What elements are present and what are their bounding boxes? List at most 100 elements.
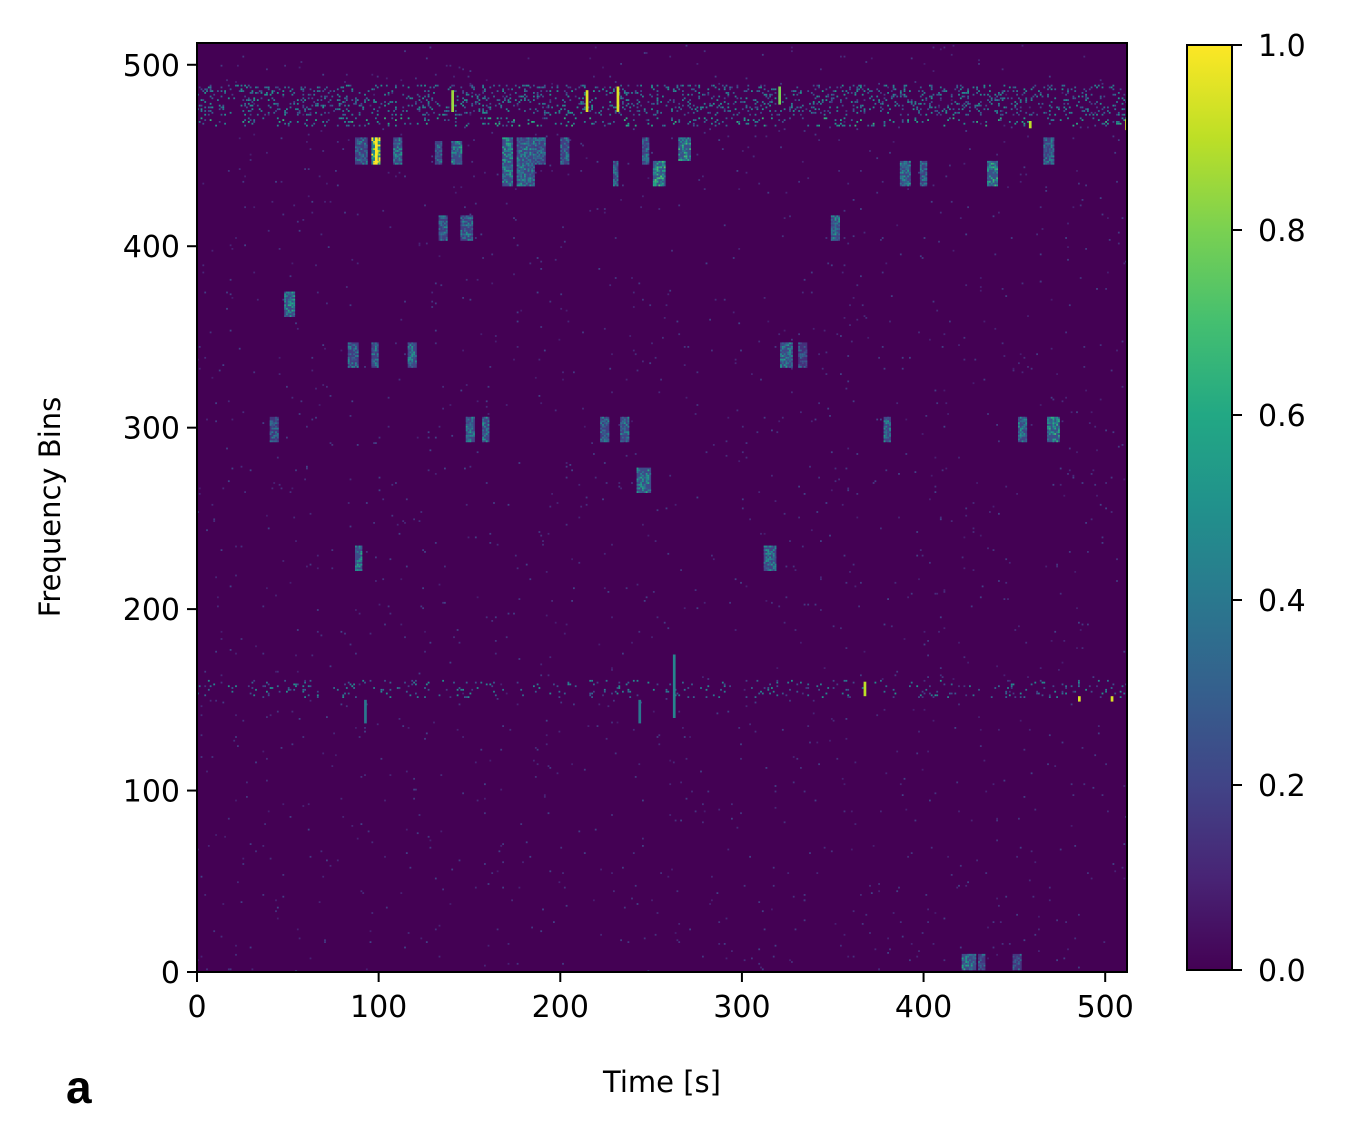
band-cell bbox=[1123, 119, 1126, 121]
band-cell bbox=[389, 681, 392, 684]
noise-cell bbox=[275, 670, 277, 673]
band-cell bbox=[683, 113, 686, 116]
band-cell bbox=[306, 113, 308, 116]
band-cell bbox=[1005, 696, 1008, 698]
band-cell bbox=[1050, 84, 1053, 87]
band-cell bbox=[296, 113, 299, 116]
band-cell bbox=[1010, 685, 1013, 688]
band-cell bbox=[967, 101, 969, 103]
noise-cell bbox=[979, 289, 982, 292]
cluster-cell bbox=[687, 137, 690, 140]
cluster-cell bbox=[511, 166, 513, 169]
cluster-cell bbox=[834, 233, 837, 236]
band-cell bbox=[781, 121, 784, 123]
band-cell bbox=[1010, 97, 1013, 100]
band-cell bbox=[696, 106, 699, 109]
cluster-cell bbox=[1048, 148, 1051, 150]
noise-cell bbox=[1001, 90, 1004, 92]
noise-cell bbox=[700, 770, 702, 773]
cluster-cell bbox=[538, 142, 541, 145]
cluster-cell bbox=[456, 150, 459, 152]
noise-cell bbox=[1019, 173, 1022, 176]
noise-cell bbox=[947, 855, 949, 858]
band-cell bbox=[447, 106, 450, 109]
band-cell bbox=[720, 102, 722, 105]
band-cell bbox=[667, 101, 670, 103]
cluster-cell bbox=[376, 344, 379, 346]
band-cell bbox=[692, 119, 695, 121]
noise-cell bbox=[473, 139, 475, 141]
cluster-cell bbox=[373, 162, 375, 165]
noise-cell bbox=[801, 545, 804, 548]
band-cell bbox=[783, 119, 786, 121]
cluster-cell bbox=[832, 237, 835, 239]
cluster-cell bbox=[504, 171, 506, 174]
band-cell bbox=[342, 86, 345, 89]
noise-cell bbox=[445, 688, 448, 691]
noise-cell bbox=[889, 948, 891, 951]
band-cell bbox=[278, 108, 281, 111]
cluster-cell bbox=[507, 153, 510, 156]
band-cell bbox=[1050, 119, 1053, 121]
band-cell bbox=[869, 97, 871, 100]
band-cell bbox=[204, 92, 207, 94]
cluster-cell bbox=[504, 170, 506, 172]
cluster-cell bbox=[438, 146, 441, 149]
cluster-cell bbox=[396, 155, 399, 158]
noise-cell bbox=[632, 728, 635, 731]
cluster-cell bbox=[921, 171, 924, 174]
noise-cell bbox=[791, 391, 793, 394]
noise-cell bbox=[462, 736, 464, 738]
band-cell bbox=[870, 95, 873, 98]
noise-cell bbox=[758, 948, 761, 951]
noise-cell bbox=[333, 732, 335, 735]
cluster-cell bbox=[543, 141, 546, 143]
band-cell bbox=[447, 110, 450, 112]
noise-cell bbox=[798, 485, 800, 488]
cluster-cell bbox=[656, 162, 659, 165]
band-cell bbox=[1012, 683, 1015, 686]
noise-cell bbox=[349, 478, 352, 481]
cluster-cell bbox=[511, 157, 513, 160]
band-cell bbox=[209, 90, 212, 92]
band-cell bbox=[909, 101, 911, 103]
band-cell bbox=[502, 88, 504, 91]
band-cell bbox=[874, 681, 877, 684]
band-cell bbox=[320, 104, 323, 107]
band-cell bbox=[614, 110, 617, 112]
band-cell bbox=[591, 106, 593, 109]
noise-cell bbox=[1087, 872, 1089, 874]
cluster-cell bbox=[529, 153, 532, 156]
noise-cell bbox=[382, 128, 385, 131]
band-cell bbox=[480, 681, 483, 684]
noise-cell bbox=[860, 275, 862, 278]
noise-cell bbox=[691, 790, 693, 793]
noise-cell bbox=[642, 837, 644, 840]
band-cell bbox=[511, 124, 513, 127]
noise-cell bbox=[262, 685, 265, 688]
noise-cell bbox=[932, 300, 935, 303]
band-cell bbox=[656, 102, 659, 105]
noise-cell bbox=[289, 816, 292, 818]
noise-cell bbox=[434, 73, 437, 76]
noise-cell bbox=[516, 244, 519, 247]
noise-cell bbox=[934, 491, 937, 493]
band-cell bbox=[829, 106, 831, 109]
band-cell bbox=[344, 104, 346, 107]
band-cell bbox=[340, 86, 343, 89]
band-cell bbox=[1036, 113, 1038, 116]
noise-cell bbox=[803, 899, 806, 902]
band-cell bbox=[622, 97, 624, 100]
noise-cell bbox=[771, 99, 773, 101]
band-cell bbox=[583, 86, 586, 89]
band-cell bbox=[950, 683, 953, 686]
band-cell bbox=[1052, 119, 1055, 121]
noise-cell bbox=[382, 209, 385, 212]
cluster-cell bbox=[616, 184, 619, 187]
noise-cell bbox=[707, 790, 710, 793]
cluster-cell bbox=[834, 239, 837, 241]
band-cell bbox=[687, 104, 690, 107]
cluster-cell bbox=[1043, 148, 1046, 150]
band-cell bbox=[589, 117, 592, 120]
band-cell bbox=[901, 121, 904, 123]
